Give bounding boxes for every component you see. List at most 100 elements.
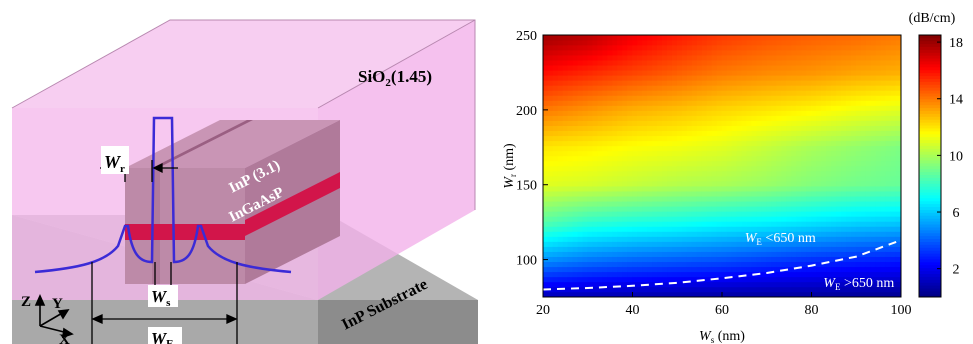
heatmap-cell	[681, 130, 688, 137]
heatmap-cell	[567, 276, 574, 283]
heatmap-cell	[895, 80, 901, 86]
heatmap-cell	[801, 155, 807, 162]
heatmap-cell	[846, 115, 852, 121]
heatmap-cell	[865, 120, 872, 126]
heatmap-cell	[562, 180, 569, 187]
heatmap-cell	[865, 271, 872, 278]
heatmap-cell	[657, 105, 663, 111]
heatmap-cell	[652, 130, 658, 137]
heatmap-cell	[681, 39, 688, 46]
heatmap-cell	[865, 211, 872, 217]
heatmap-cell	[602, 226, 608, 232]
heatmap-cell	[766, 75, 773, 81]
heatmap-cell	[761, 185, 768, 192]
heatmap-cell	[731, 221, 738, 227]
heatmap-cell	[612, 251, 618, 257]
heatmap-cell	[885, 170, 892, 177]
heatmap-cell	[671, 100, 678, 106]
heatmap-cell	[865, 226, 872, 232]
heatmap-cell	[642, 211, 648, 217]
heatmap-cell	[831, 190, 837, 197]
heatmap-cell	[811, 125, 817, 132]
heatmap-cell	[880, 120, 887, 126]
heatmap-cell	[612, 200, 618, 207]
heatmap-cell	[895, 195, 901, 202]
heatmap-cell	[870, 125, 877, 132]
heatmap-cell	[622, 125, 628, 132]
heatmap-cell	[577, 69, 584, 76]
heatmap-cell	[602, 200, 608, 207]
heatmap-cell	[826, 100, 832, 106]
heatmap-cell	[865, 125, 872, 132]
heatmap-cell	[826, 211, 832, 217]
heatmap-cell	[686, 125, 693, 132]
heatmap-cell	[751, 211, 758, 217]
heatmap-cell	[850, 100, 857, 106]
heatmap-cell	[681, 125, 688, 132]
heatmap-cell	[627, 221, 633, 227]
heatmap-cell	[597, 195, 603, 202]
heatmap-cell	[821, 100, 827, 106]
heatmap-cell	[766, 180, 773, 187]
heatmap-cell	[607, 175, 613, 182]
heatmap-cell	[671, 286, 678, 293]
heatmap-cell	[642, 100, 648, 106]
heatmap-cell	[860, 271, 867, 278]
heatmap-cell	[657, 221, 663, 227]
heatmap-cell	[890, 105, 897, 111]
heatmap-cell	[721, 150, 728, 157]
heatmap-cell	[751, 185, 758, 192]
heatmap-cell	[602, 211, 608, 217]
heatmap-cell	[801, 246, 807, 252]
heatmap-cell	[612, 125, 618, 132]
heatmap-cell	[841, 150, 847, 157]
heatmap-cell	[836, 145, 842, 152]
heatmap-cell	[657, 175, 663, 182]
heatmap-cell	[855, 190, 862, 197]
heatmap-cell	[701, 95, 708, 101]
heatmap-cell	[676, 195, 683, 202]
heatmap-cell	[562, 281, 569, 288]
heatmap-cell	[885, 185, 892, 192]
heatmap-cell	[676, 115, 683, 121]
heatmap-cell	[816, 256, 822, 263]
heatmap-cell	[885, 286, 892, 293]
heatmap-cell	[880, 276, 887, 283]
heatmap-cell	[642, 145, 648, 152]
heatmap-cell	[721, 276, 728, 283]
heatmap-cell	[612, 175, 618, 182]
heatmap-cell	[582, 145, 589, 152]
colorbar-step	[919, 241, 941, 245]
heatmap-cell	[731, 206, 738, 212]
heatmap-cell	[771, 200, 777, 207]
heatmap-cell	[855, 110, 862, 116]
heatmap-cell	[821, 261, 827, 268]
heatmap-cell	[711, 105, 718, 111]
heatmap-cell	[860, 140, 867, 147]
heatmap-cell	[612, 216, 618, 222]
heatmap-cell	[642, 276, 648, 283]
heatmap-cell	[577, 80, 584, 86]
heatmap-cell	[632, 130, 638, 137]
heatmap-cell	[766, 140, 773, 147]
heatmap-cell	[736, 246, 743, 252]
heatmap-cell	[826, 271, 832, 278]
heatmap-cell	[756, 130, 763, 137]
heatmap-cell	[701, 49, 708, 56]
heatmap-cell	[826, 276, 832, 283]
heatmap-cell	[706, 64, 713, 71]
heatmap-cell	[746, 100, 753, 106]
heatmap-cell	[543, 39, 549, 46]
heatmap-cell	[781, 130, 787, 137]
heatmap-cell	[582, 110, 589, 116]
heatmap-cell	[701, 85, 708, 91]
heatmap-cell	[647, 291, 653, 297]
heatmap-cell	[726, 226, 733, 232]
heatmap-cell	[547, 231, 554, 237]
heatmap-cell	[771, 54, 777, 61]
heatmap-cell	[836, 69, 842, 76]
heatmap-cell	[751, 35, 758, 41]
heatmap-cell	[826, 54, 832, 61]
heatmap-cell	[816, 35, 822, 41]
heatmap-cell	[771, 150, 777, 157]
